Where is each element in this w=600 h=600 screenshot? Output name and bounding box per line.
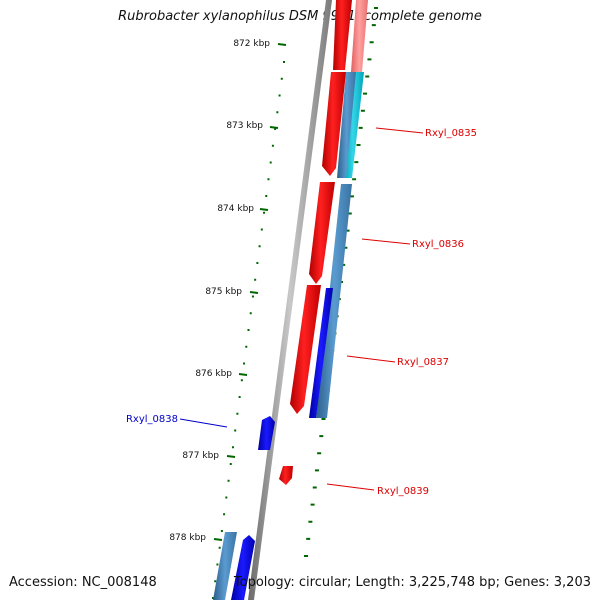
svg-text:Rxyl_0838: Rxyl_0838 bbox=[126, 414, 178, 425]
tick-labels: 872 kbp 873 kbp 874 kbp 875 kbp 876 kbp … bbox=[169, 39, 270, 543]
tick-label-875: 875 kbp bbox=[205, 287, 242, 297]
cds-rxyl-0837[interactable] bbox=[290, 285, 321, 414]
tick-label-877: 877 kbp bbox=[182, 451, 219, 461]
tick-label-878: 878 kbp bbox=[169, 533, 206, 543]
cds-rxyl-0838[interactable] bbox=[258, 416, 275, 450]
major-tick bbox=[213, 538, 223, 541]
map-title: Rubrobacter xylanophilus DSM 9941, compl… bbox=[118, 9, 482, 24]
tick-label-873: 873 kbp bbox=[226, 121, 263, 131]
svg-text:Rxyl_0839: Rxyl_0839 bbox=[377, 486, 429, 497]
major-tick bbox=[269, 126, 279, 129]
steelblue-track-segment-2 bbox=[316, 184, 352, 418]
pink-track-top bbox=[351, 0, 368, 72]
minor-ticks-inner bbox=[212, 61, 285, 599]
major-tick bbox=[259, 208, 269, 211]
genome-backbone bbox=[248, 0, 332, 600]
gene-label-rxyl-0837[interactable]: Rxyl_0837 bbox=[346, 355, 449, 368]
svg-text:Rxyl_0837: Rxyl_0837 bbox=[397, 357, 449, 368]
cds-rxyl-0836[interactable] bbox=[309, 182, 335, 284]
cds-bottom-blue bbox=[231, 535, 255, 600]
svg-text:Rxyl_0836: Rxyl_0836 bbox=[412, 239, 464, 250]
major-tick bbox=[226, 455, 236, 458]
cds-rxyl-0839[interactable] bbox=[279, 466, 293, 485]
gene-label-rxyl-0835[interactable]: Rxyl_0835 bbox=[375, 127, 477, 139]
steelblue-track-segment-1 bbox=[337, 72, 356, 178]
accession-label: Accession: NC_008148 bbox=[9, 575, 157, 590]
gene-label-rxyl-0838[interactable]: Rxyl_0838 bbox=[126, 414, 228, 428]
gene-label-rxyl-0839[interactable]: Rxyl_0839 bbox=[326, 483, 429, 497]
tick-label-872: 872 kbp bbox=[233, 39, 270, 49]
svg-text:Rxyl_0835: Rxyl_0835 bbox=[425, 128, 477, 139]
major-tick bbox=[249, 291, 259, 294]
major-ticks bbox=[213, 43, 287, 541]
tick-label-876: 876 kbp bbox=[195, 369, 232, 379]
cds-rxyl-0837-blue bbox=[309, 288, 333, 418]
tick-label-874: 874 kbp bbox=[217, 204, 254, 214]
major-tick bbox=[238, 373, 248, 376]
major-tick bbox=[277, 43, 287, 46]
topology-label: Topology: circular; Length: 3,225,748 bp… bbox=[233, 575, 591, 590]
steelblue-track-bottom bbox=[213, 532, 237, 600]
cds-rxyl-0834 bbox=[333, 0, 352, 70]
gene-label-rxyl-0836[interactable]: Rxyl_0836 bbox=[361, 238, 464, 250]
cds-rxyl-0835[interactable] bbox=[322, 72, 346, 176]
